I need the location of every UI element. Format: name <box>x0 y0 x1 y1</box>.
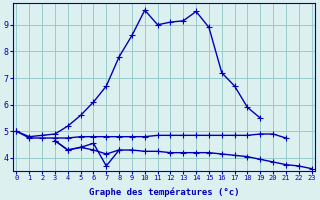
X-axis label: Graphe des températures (°c): Graphe des températures (°c) <box>89 187 239 197</box>
